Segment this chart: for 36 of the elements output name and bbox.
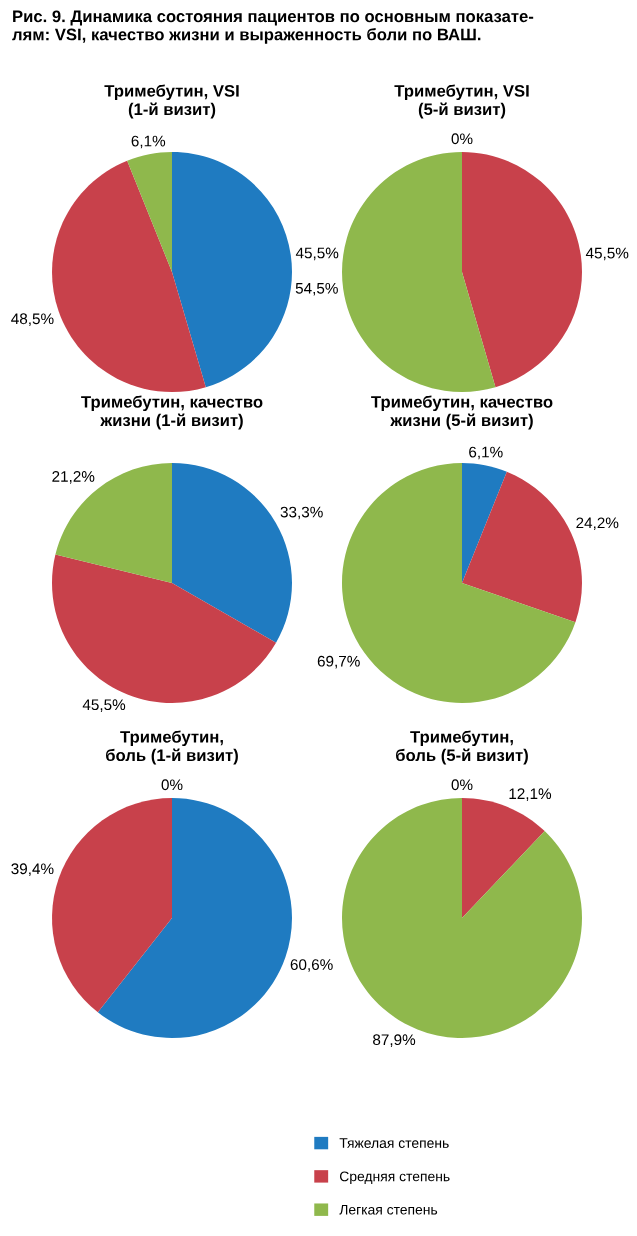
chart-title: Тримебутин, VSI (5-й визит): [394, 84, 529, 119]
data-label: 45,5%: [82, 699, 126, 712]
text: Рис. 9. Динамика состояния пациентов по основным показате- лям: VSI, качество жизни и выраженность боли по ВАШ.: [12, 10, 534, 44]
data-label: 45,5%: [295, 247, 339, 261]
data-label: 24,2%: [576, 517, 619, 531]
data-label: 45,5%: [585, 247, 629, 261]
legend-label: Тяжелая степень: [339, 1138, 449, 1148]
pie-slice: [462, 152, 582, 388]
text: 0%: [451, 779, 473, 791]
chart-title: Тримебутин, качество жизни (1-й визит): [81, 395, 263, 430]
pie-slice: [97, 798, 292, 1038]
legend-label: Средняя степень: [339, 1171, 450, 1185]
pie-slice: [342, 152, 496, 392]
chart-title: Тримебутин, боль (5-й визит): [396, 730, 528, 765]
data-label: 21,2%: [52, 471, 95, 484]
data-label: 48,5%: [11, 313, 54, 326]
pie-slice: [172, 152, 292, 388]
data-label: 60,6%: [290, 959, 333, 972]
data-label: 12,1%: [509, 788, 552, 801]
data-label: 33,3%: [280, 506, 323, 520]
chart-title: Тримебутин, боль (1-й визит): [106, 730, 238, 765]
pie-slice: [52, 160, 206, 392]
text: 0%: [161, 779, 183, 791]
text: 0%: [451, 133, 473, 145]
pie-slice: [127, 152, 172, 272]
pie-slice: [462, 463, 507, 583]
data-label: 39,4%: [11, 863, 54, 876]
data-label: 87,9%: [373, 1034, 416, 1047]
data-label: 6,1%: [131, 135, 166, 149]
legend-label: Легкая степень: [339, 1204, 438, 1215]
chart-title: Тримебутин, VSI (1-й визит): [104, 84, 239, 119]
data-label: 6,1%: [469, 446, 503, 460]
chart-title: Тримебутин, качество жизни (5-й визит): [371, 395, 553, 430]
data-label: 69,7%: [317, 655, 360, 669]
pie-slice: [52, 798, 172, 1013]
data-label: 54,5%: [295, 282, 338, 296]
